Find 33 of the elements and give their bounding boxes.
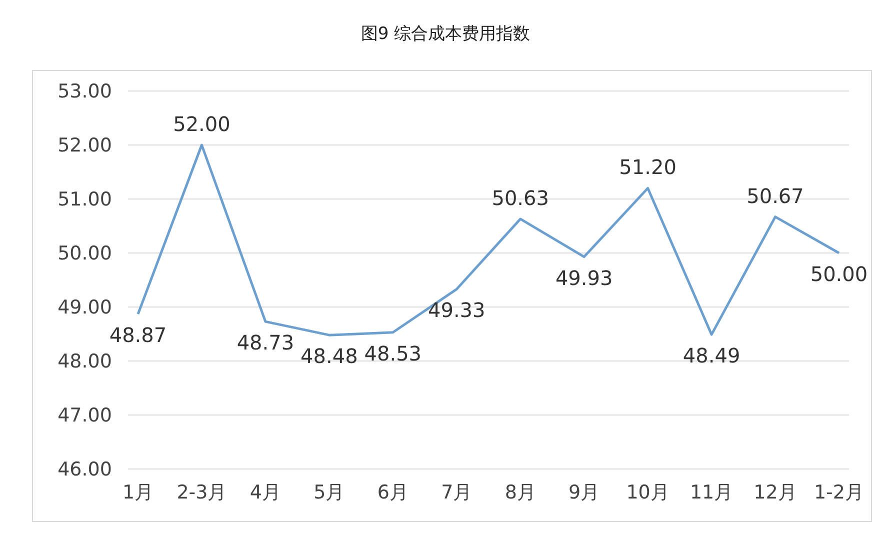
x-tick-label: 12月 <box>754 481 797 504</box>
x-tick-label: 11月 <box>690 481 734 504</box>
data-label: 50.00 <box>810 262 868 286</box>
data-label: 48.73 <box>236 330 294 355</box>
data-label: 49.93 <box>555 266 613 290</box>
data-label: 50.67 <box>746 184 804 208</box>
data-label: 52.00 <box>173 112 230 136</box>
y-tick-label: 50.00 <box>58 242 112 265</box>
x-tick-label: 8月 <box>504 481 536 504</box>
x-tick-label: 9月 <box>568 481 600 504</box>
y-tick-label: 48.00 <box>58 350 112 373</box>
chart-title: 图9 综合成本费用指数 <box>360 23 532 46</box>
y-tick-label: 53.00 <box>58 80 112 103</box>
y-tick-label: 46.00 <box>58 458 112 481</box>
x-tick-label: 4月 <box>250 481 281 504</box>
data-label: 50.63 <box>492 186 549 210</box>
x-tick-label: 6月 <box>377 481 408 504</box>
data-label: 48.49 <box>682 344 740 368</box>
y-tick-label: 49.00 <box>58 296 112 319</box>
data-label: 48.53 <box>364 341 422 366</box>
x-tick-label: 10月 <box>626 481 670 504</box>
data-label: 51.20 <box>619 155 676 180</box>
data-label: 48.48 <box>300 344 358 368</box>
x-tick-label: 2-3月 <box>176 481 227 504</box>
x-tick-label: 7月 <box>441 481 472 504</box>
y-tick-label: 52.00 <box>58 134 112 157</box>
y-tick-label: 47.00 <box>58 404 112 427</box>
data-label: 49.33 <box>428 298 486 322</box>
x-tick-label: 5月 <box>314 481 345 504</box>
x-tick-label: 1月 <box>122 481 154 504</box>
y-tick-label: 51.00 <box>58 188 112 211</box>
x-tick-label: 1-2月 <box>814 481 864 504</box>
data-label: 48.87 <box>109 323 167 348</box>
